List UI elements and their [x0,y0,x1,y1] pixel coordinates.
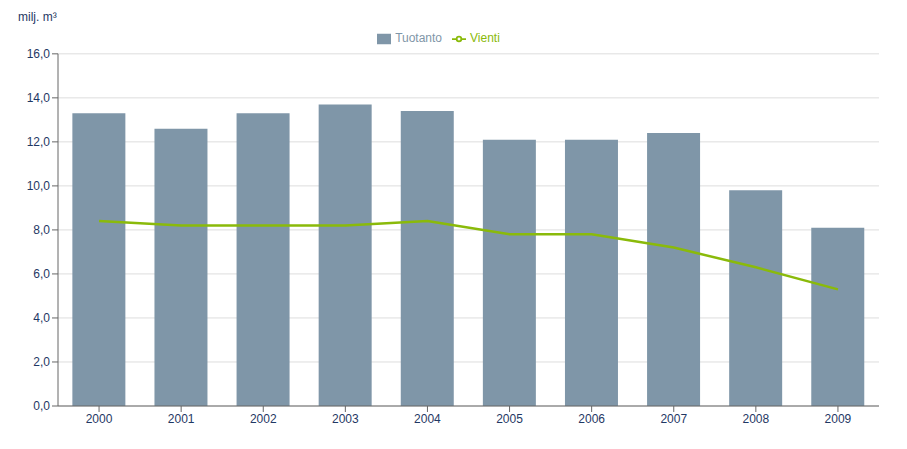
svg-text:2005: 2005 [496,412,523,426]
svg-text:2003: 2003 [332,412,359,426]
svg-text:12,0: 12,0 [27,135,51,149]
svg-text:2004: 2004 [414,412,441,426]
svg-text:2007: 2007 [660,412,687,426]
svg-text:2,0: 2,0 [33,355,50,369]
svg-text:10,0: 10,0 [27,179,51,193]
svg-text:2009: 2009 [825,412,852,426]
svg-text:4,0: 4,0 [33,311,50,325]
svg-text:16,0: 16,0 [27,47,51,61]
html-text:milj. m³: milj. m³ [18,10,57,24]
svg-text:14,0: 14,0 [27,91,51,105]
svg-text:8,0: 8,0 [33,223,50,237]
svg-text:6,0: 6,0 [33,267,50,281]
html-text:Vienti: Vienti [470,31,500,45]
svg-text:2001: 2001 [168,412,195,426]
svg-text:2000: 2000 [86,412,113,426]
svg-text:0,0: 0,0 [33,399,50,413]
svg-text:2006: 2006 [578,412,605,426]
html-text:Tuotanto: Tuotanto [395,31,442,45]
svg-text:2008: 2008 [742,412,769,426]
svg-text:2002: 2002 [250,412,277,426]
